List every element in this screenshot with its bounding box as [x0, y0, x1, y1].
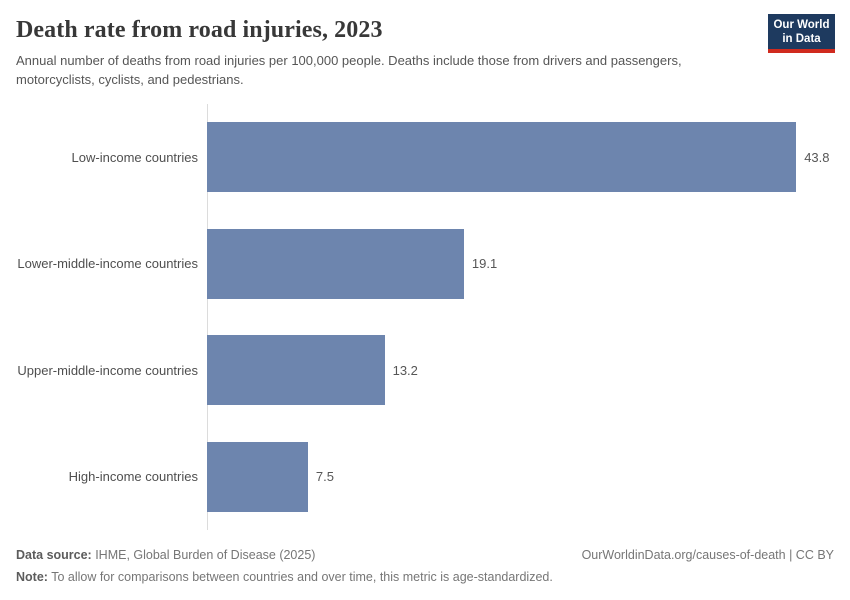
note-label: Note:: [16, 570, 48, 584]
chart-footer: Data source: IHME, Global Burden of Dise…: [16, 544, 834, 588]
chart-row: Lower-middle-income countries 19.1: [0, 211, 850, 318]
bar[interactable]: [207, 122, 797, 193]
value-label: 13.2: [392, 362, 418, 378]
chart-row: High-income countries 7.5: [0, 424, 850, 531]
category-label: Low-income countries: [71, 149, 198, 165]
value-label: 7.5: [315, 469, 334, 485]
page-title: Death rate from road injuries, 2023: [16, 17, 383, 43]
y-axis-line: [207, 104, 208, 530]
data-source-label: Data source:: [16, 548, 92, 562]
chart-row: Low-income countries 43.8: [0, 104, 850, 211]
category-label: Lower-middle-income countries: [17, 256, 198, 272]
owid-logo-line2: in Data: [782, 33, 821, 45]
value-label: 43.8: [804, 149, 830, 165]
category-label: High-income countries: [68, 469, 198, 485]
footer-source-line: Data source: IHME, Global Burden of Dise…: [16, 544, 834, 566]
data-source-text: IHME, Global Burden of Disease (2025): [91, 548, 316, 562]
bar[interactable]: [207, 228, 464, 299]
category-label: Upper-middle-income countries: [17, 362, 198, 378]
bar-chart: Low-income countries 43.8 Lower-middle-inc…: [0, 104, 850, 530]
bar[interactable]: [207, 441, 308, 512]
footer-note-line: Note: To allow for comparisons between c…: [16, 566, 834, 588]
note-text: To allow for comparisons between countri…: [47, 570, 553, 584]
owid-logo[interactable]: Our World in Data: [768, 14, 835, 53]
bar[interactable]: [207, 335, 385, 406]
chart-header: Death rate from road injuries, 2023 Annu…: [0, 0, 850, 89]
data-source: Data source: IHME, Global Burden of Dise…: [16, 544, 315, 566]
chart-row: Upper-middle-income countries 13.2: [0, 317, 850, 424]
value-label: 19.1: [471, 256, 498, 272]
bar-chart-rows: Low-income countries 43.8 Lower-middle-inc…: [0, 104, 850, 530]
owid-logo-line1: Our World: [773, 19, 830, 31]
page-subtitle: Annual number of deaths from road injuri…: [16, 53, 682, 87]
credit-link[interactable]: OurWorldinData.org/causes-of-death | CC …: [581, 548, 834, 562]
